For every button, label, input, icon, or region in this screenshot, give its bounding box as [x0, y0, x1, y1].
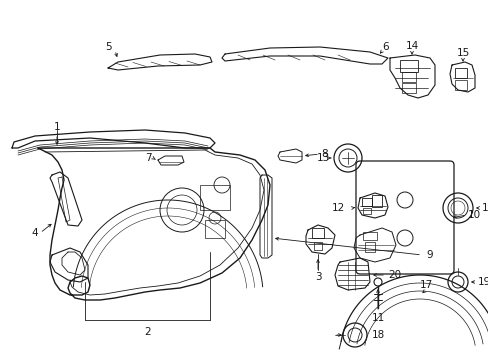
Bar — [364, 242, 374, 252]
Text: 15: 15 — [455, 48, 468, 58]
Bar — [362, 232, 376, 240]
Text: 8: 8 — [321, 149, 327, 159]
Text: 1: 1 — [54, 122, 60, 132]
Bar — [204, 220, 224, 238]
Bar — [361, 198, 371, 206]
Text: 13: 13 — [316, 153, 329, 163]
Text: 16: 16 — [481, 203, 488, 213]
Bar — [401, 72, 415, 82]
Text: 20: 20 — [387, 270, 400, 280]
Text: 10: 10 — [467, 210, 480, 220]
Text: 9: 9 — [426, 250, 432, 260]
Text: 18: 18 — [370, 330, 384, 340]
Text: 2: 2 — [144, 327, 151, 337]
Bar — [313, 242, 321, 250]
Bar — [371, 195, 381, 207]
Bar — [454, 68, 466, 78]
Bar — [311, 228, 324, 238]
Text: 3: 3 — [314, 272, 321, 282]
Text: 17: 17 — [419, 280, 432, 290]
Bar — [200, 185, 229, 210]
Text: 5: 5 — [104, 42, 111, 52]
Bar — [399, 60, 417, 72]
Text: 14: 14 — [405, 41, 418, 51]
Text: 12: 12 — [331, 203, 345, 213]
Bar — [454, 80, 466, 90]
Text: 11: 11 — [370, 313, 384, 323]
Bar — [401, 83, 415, 93]
Text: 19: 19 — [477, 277, 488, 287]
Text: 7: 7 — [144, 153, 151, 163]
Bar — [362, 208, 370, 214]
Text: 6: 6 — [382, 42, 388, 52]
Text: 4: 4 — [32, 228, 38, 238]
